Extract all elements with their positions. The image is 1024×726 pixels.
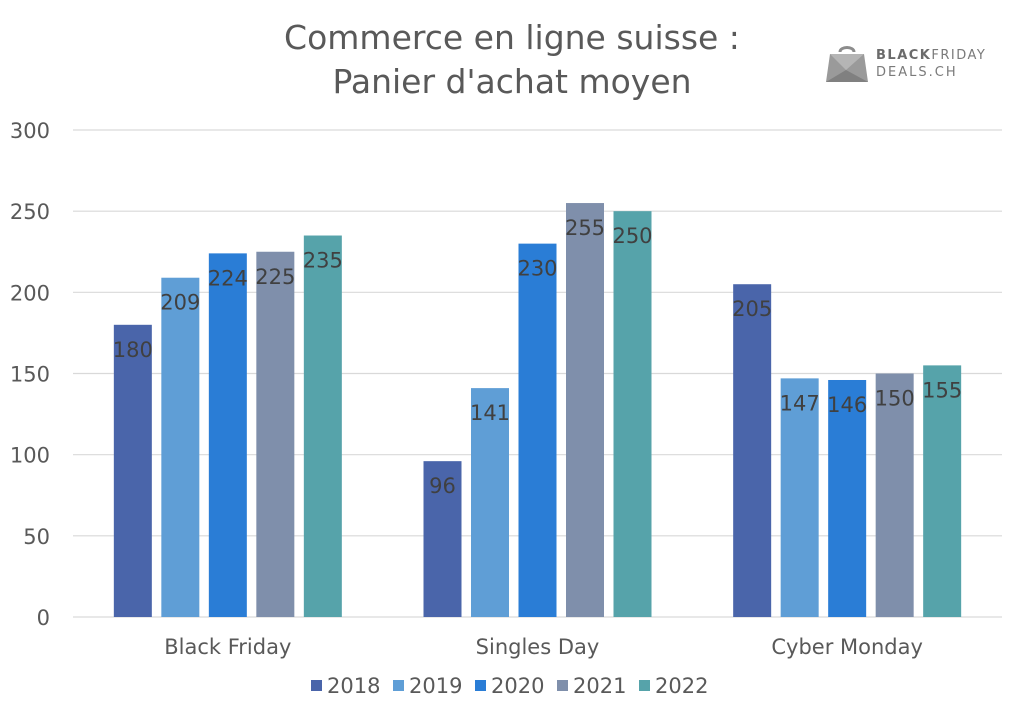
legend-label: 2021 [573,674,626,698]
legend-label: 2018 [327,674,380,698]
data-label: 209 [160,291,200,315]
data-label: 235 [303,249,343,273]
bar [613,211,652,617]
brand-logo: BLACKFRIDAY DEALS.CH [824,42,1004,88]
logo-text-line-1: BLACKFRIDAY [876,48,986,63]
y-tick-label: 50 [23,525,50,549]
logo-text-bold: BLACK [876,48,932,63]
data-label: 250 [612,224,652,248]
chart-title-line-1: Commerce en ligne suisse : [284,18,740,57]
bar [208,253,247,617]
y-tick-label: 250 [10,200,50,224]
bar [113,324,152,617]
data-label: 180 [113,338,153,362]
bar [303,235,342,617]
bar [828,379,867,617]
data-label: 255 [565,216,605,240]
legend-swatch [311,680,322,691]
legend-label: 2020 [491,674,544,698]
bar [566,203,604,618]
bar [423,461,462,617]
y-tick-label: 150 [10,363,50,387]
x-tick-label: Black Friday [164,635,291,659]
bar [780,378,819,617]
y-tick-label: 100 [10,444,50,468]
legend-swatch [475,680,486,691]
logo-text-rest: FRIDAY [931,48,987,63]
bar [256,251,295,617]
legend-swatch [557,680,568,691]
bar [518,243,557,617]
y-tick-label: 200 [10,281,50,305]
data-label: 147 [780,391,820,415]
data-label: 146 [827,393,867,417]
legend-label: 2022 [655,674,708,698]
chart-title-line-2: Panier d'achat moyen [332,62,692,101]
data-label: 150 [875,387,915,411]
data-label: 224 [208,266,248,290]
bar [875,373,914,617]
bar [733,284,772,617]
legend-swatch [639,680,650,691]
bar [471,388,509,617]
y-tick-label: 0 [37,606,50,630]
data-label: 230 [517,257,557,281]
legend-label: 2019 [409,674,462,698]
data-label: 141 [470,401,510,425]
legend-swatch [393,680,404,691]
x-tick-label: Cyber Monday [771,635,923,659]
logo-text-line-2: DEALS.CH [876,65,958,80]
data-label: 155 [922,378,962,402]
data-label: 205 [732,297,772,321]
x-tick-label: Singles Day [476,635,600,659]
y-tick-label: 300 [10,119,50,143]
data-label: 225 [255,265,295,289]
data-label: 96 [429,474,456,498]
bar [923,365,962,617]
bar [161,277,200,617]
shopping-bag-icon [826,46,868,82]
